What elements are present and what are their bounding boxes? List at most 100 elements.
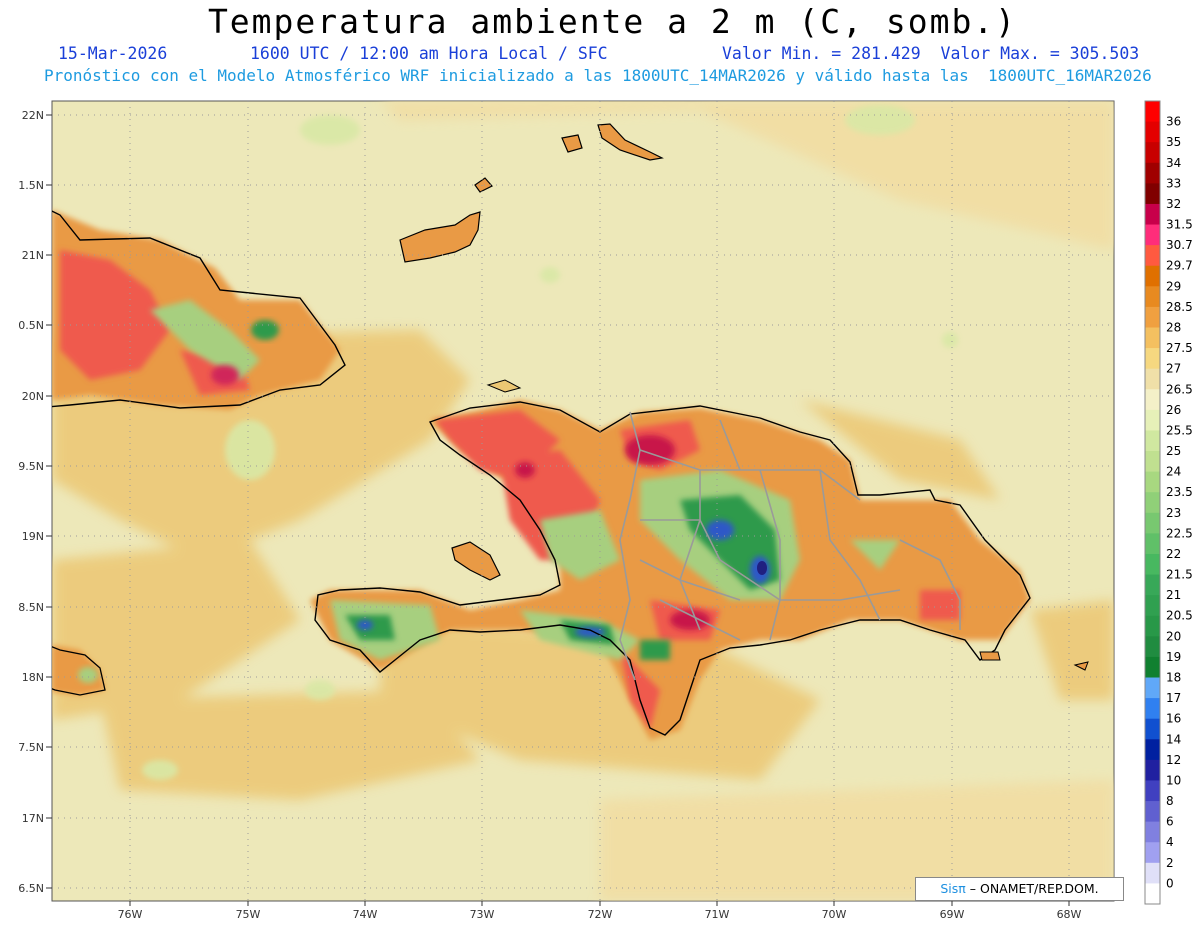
colorbar-label: 2 [1166, 856, 1174, 870]
colorbar-swatch [1145, 821, 1160, 843]
lon-label: 76W [118, 908, 143, 921]
colorbar-label: 22.5 [1166, 526, 1193, 540]
colorbar-label: 31.5 [1166, 218, 1193, 232]
colorbar-swatch [1145, 389, 1160, 411]
lat-label: 22N [22, 109, 44, 122]
colorbar-swatch [1145, 759, 1160, 781]
lat-label: 19N [22, 530, 44, 543]
colorbar-label: 29.7 [1166, 259, 1193, 273]
colorbar-swatch [1145, 574, 1160, 596]
colorbar-label: 12 [1166, 753, 1181, 767]
colorbar-label: 34 [1166, 156, 1181, 170]
colorbar-label: 29 [1166, 279, 1181, 293]
lon-label: 71W [705, 908, 730, 921]
colorbar-label: 6 [1166, 815, 1174, 829]
colorbar-label: 22 [1166, 547, 1181, 561]
attribution-box: Sisπ – ONAMET/REP.DOM. [915, 877, 1124, 901]
colorbar-swatch [1145, 698, 1160, 720]
lat-label: 20N [22, 390, 44, 403]
colorbar-label: 23 [1166, 506, 1181, 520]
colorbar-swatch [1145, 265, 1160, 287]
colorbar-label: 36 [1166, 115, 1181, 129]
colorbar-label: 0 [1166, 876, 1174, 890]
temperature-field [52, 101, 1114, 901]
colorbar-swatch [1145, 656, 1160, 679]
colorbar-swatch [1145, 801, 1160, 823]
lon-label: 75W [236, 908, 261, 921]
colorbar-label: 10 [1166, 773, 1181, 787]
colorbar-label: 20.5 [1166, 609, 1193, 623]
forecast-date: 15-Mar-2026 [58, 44, 168, 63]
lon-label: 69W [940, 908, 965, 921]
colorbar-swatch [1145, 780, 1160, 802]
colorbar-label: 8 [1166, 794, 1174, 808]
colorbar-border [1144, 100, 1161, 905]
colorbar-label: 32 [1166, 197, 1181, 211]
colorbar-swatch [1145, 286, 1160, 308]
lon-label: 68W [1057, 908, 1082, 921]
colorbar-swatch [1145, 142, 1160, 164]
colorbar-label: 4 [1166, 835, 1174, 849]
colorbar-swatch [1145, 409, 1160, 431]
lon-label: 73W [470, 908, 495, 921]
colorbar-swatch [1145, 121, 1160, 143]
map-title: Temperatura ambiente a 2 m (C, somb.) [207, 2, 1018, 41]
colorbar-label: 30.7 [1166, 238, 1193, 252]
colorbar-label: 23.5 [1166, 485, 1193, 499]
lat-label: 6.5N [18, 882, 44, 895]
colorbar-swatch [1145, 348, 1160, 370]
colorbar-swatch [1145, 203, 1160, 226]
colorbar-swatch [1145, 492, 1160, 514]
colorbar-swatch [1145, 512, 1160, 534]
colorbar-label: 28 [1166, 320, 1181, 334]
colorbar-swatch [1145, 327, 1160, 349]
colorbar-swatch [1145, 368, 1160, 390]
colorbar-label: 19 [1166, 650, 1181, 664]
colorbar-label: 26.5 [1166, 382, 1193, 396]
colorbar-swatch [1145, 862, 1160, 884]
lat-label: 1.5N [18, 179, 44, 192]
colorbar-label: 33 [1166, 176, 1181, 190]
latitude-axis: 22N 1.5N 21N 0.5N 20N 9.5N 19N 8.5N 18N … [18, 109, 52, 895]
lat-label: 9.5N [18, 460, 44, 473]
colorbar-swatch [1145, 739, 1160, 761]
colorbar-legend: 363534333231.530.729.72928.52827.52726.5… [1144, 100, 1193, 905]
lat-label: 7.5N [18, 741, 44, 754]
colorbar-swatch [1145, 595, 1160, 617]
colorbar-label: 14 [1166, 732, 1181, 746]
colorbar-label: 25.5 [1166, 423, 1193, 437]
colorbar-swatch [1145, 245, 1160, 267]
lat-label: 8.5N [18, 601, 44, 614]
colorbar-label: 28.5 [1166, 300, 1193, 314]
colorbar-label: 35 [1166, 135, 1181, 149]
lat-label: 0.5N [18, 319, 44, 332]
colorbar-swatch [1145, 183, 1160, 205]
colorbar-swatch [1145, 306, 1160, 328]
lat-label: 21N [22, 249, 44, 262]
colorbar-label: 21.5 [1166, 568, 1193, 582]
colorbar-swatch [1145, 677, 1160, 699]
forecast-description: Pronóstico con el Modelo Atmosférico WRF… [44, 66, 1152, 85]
lat-label: 18N [22, 671, 44, 684]
sispi-logo: Sisπ [940, 881, 966, 896]
value-min-max: Valor Min. = 281.429 Valor Max. = 305.50… [722, 44, 1140, 63]
colorbar-label: 25 [1166, 444, 1181, 458]
colorbar-label: 27 [1166, 362, 1181, 376]
lon-label: 74W [353, 908, 378, 921]
colorbar-swatch [1145, 636, 1160, 658]
colorbar-swatch [1145, 101, 1160, 123]
colorbar-label: 27.5 [1166, 341, 1193, 355]
colorbar-swatch [1145, 224, 1160, 246]
forecast-time: 1600 UTC / 12:00 am Hora Local / SFC [250, 44, 608, 63]
colorbar-swatch [1145, 553, 1160, 576]
colorbar-label: 16 [1166, 712, 1181, 726]
colorbar-swatch [1145, 430, 1160, 452]
colorbar-label: 21 [1166, 588, 1181, 602]
colorbar-label: 24 [1166, 465, 1181, 479]
colorbar-swatch [1145, 533, 1160, 555]
colorbar-swatch [1145, 842, 1160, 864]
colorbar-label: 17 [1166, 691, 1181, 705]
colorbar-swatch [1145, 615, 1160, 637]
colorbar-label: 26 [1166, 403, 1181, 417]
